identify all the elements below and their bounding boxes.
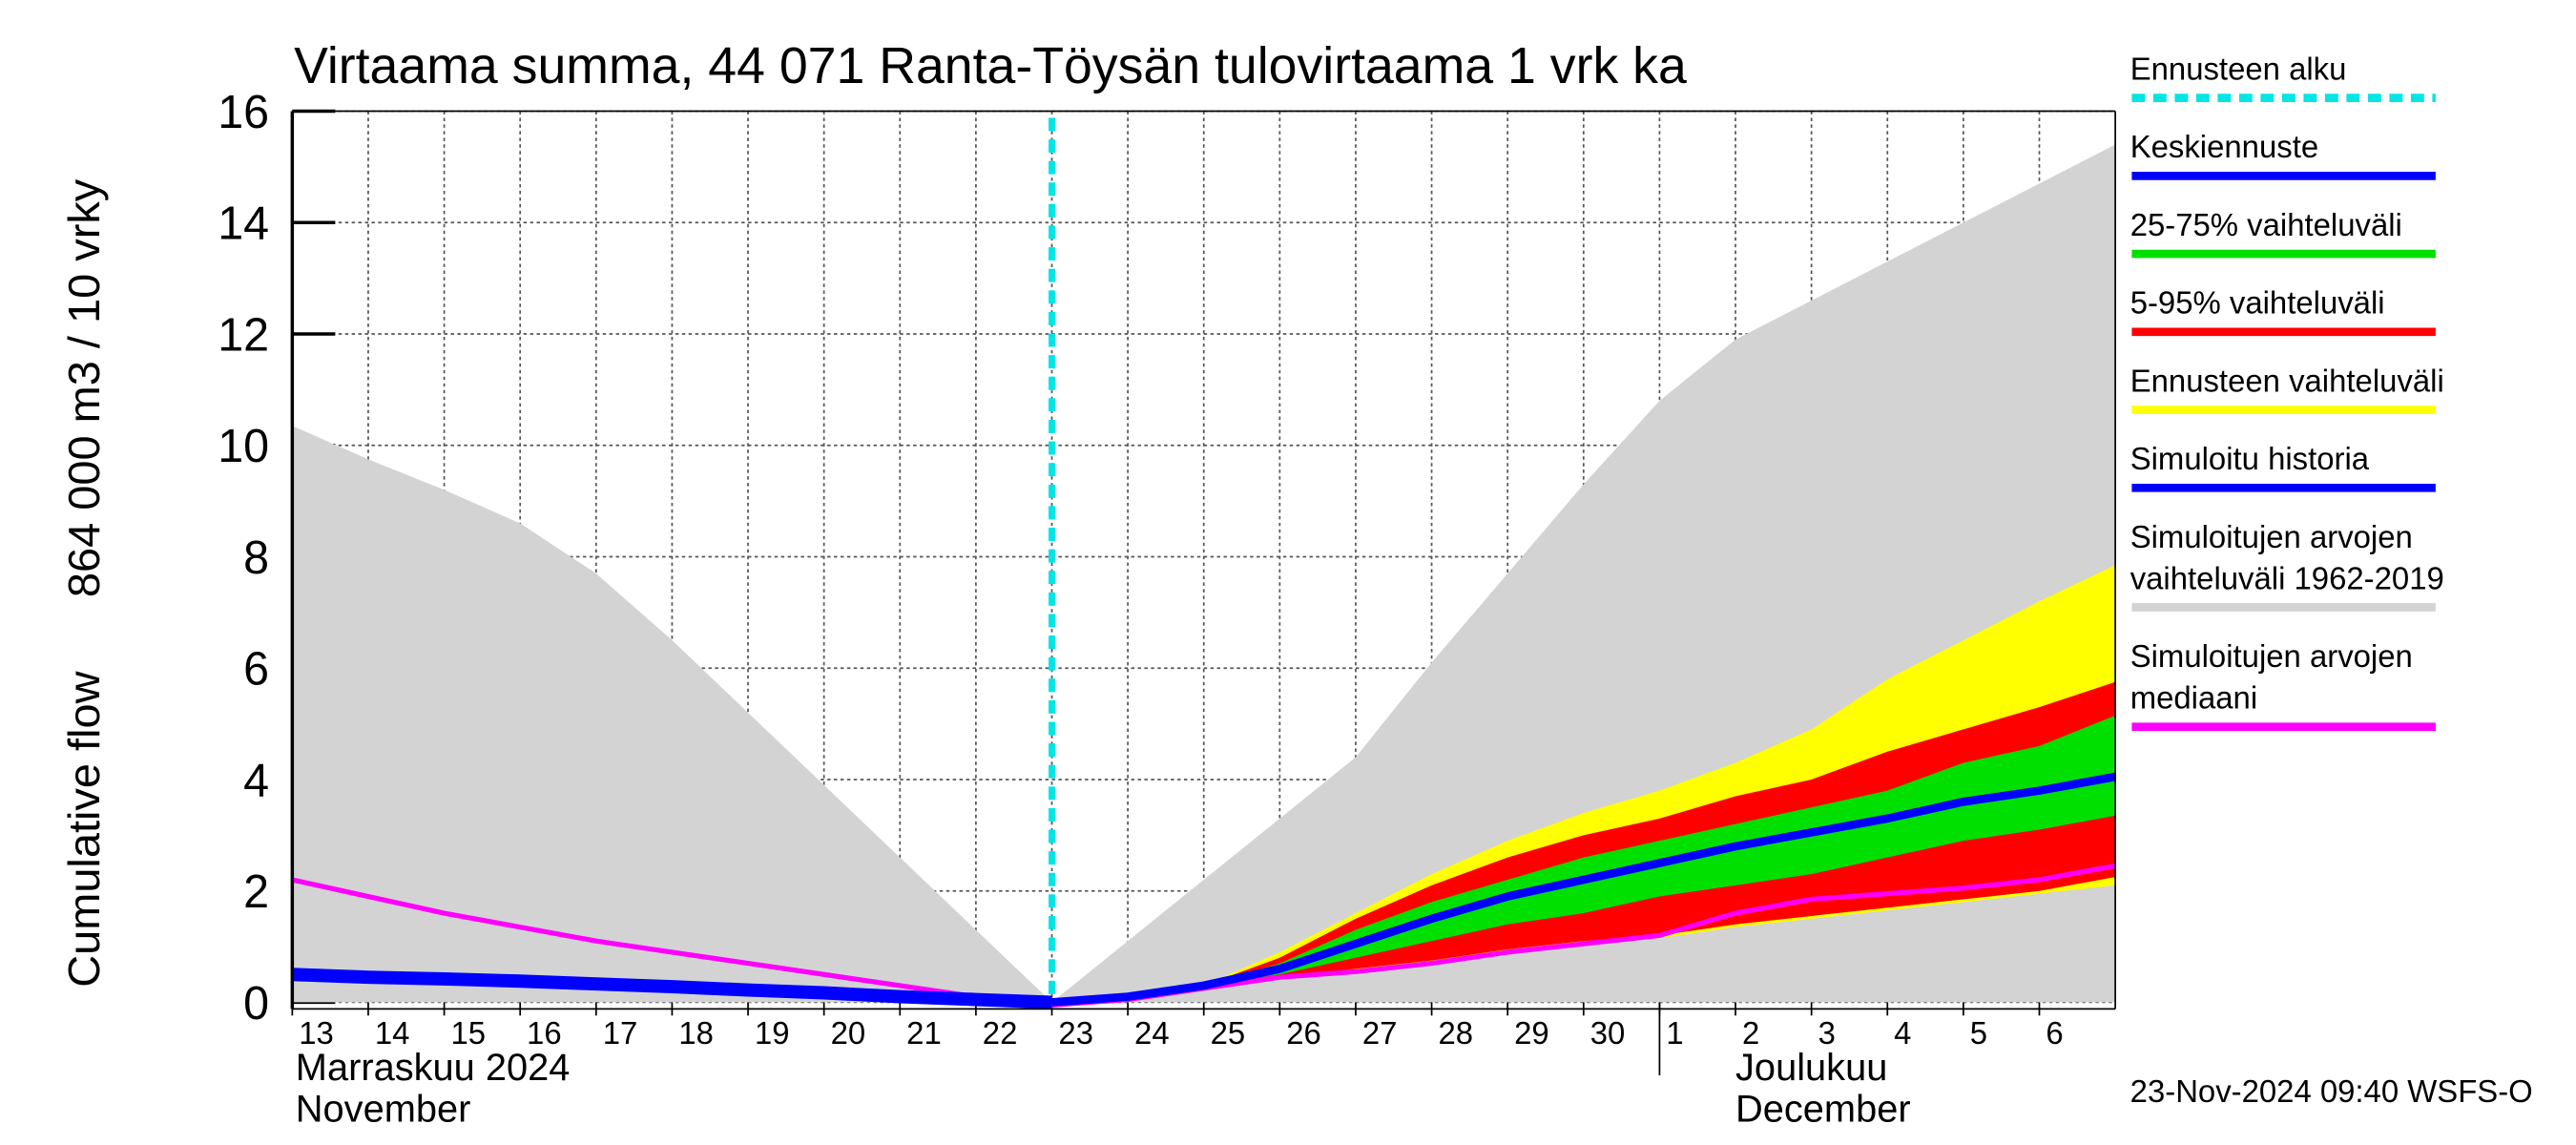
legend-label: Simuloitujen arvojen mediaani xyxy=(2129,640,2413,718)
x-tick-label: 25 xyxy=(1211,1015,1246,1051)
legend-item: Ennusteen alku xyxy=(2129,52,2347,89)
x-tick-label: 2 xyxy=(1742,1015,1759,1051)
y-axis-label: Cumulative flow xyxy=(59,671,109,987)
band xyxy=(1051,681,2116,1003)
x-tick-label: 24 xyxy=(1134,1015,1170,1051)
y-tick-label: 16 xyxy=(218,87,269,138)
x-tick-label: 23 xyxy=(1058,1015,1093,1051)
x-tick-label: 21 xyxy=(906,1015,942,1051)
y-tick-label: 8 xyxy=(243,532,269,584)
legend-item: Ennusteen vaihteluväli xyxy=(2129,364,2444,401)
x-tick-label: 18 xyxy=(678,1015,714,1051)
y-axis-unit: 864 000 m3 / 10 vrky xyxy=(59,178,109,597)
y-tick-label: 14 xyxy=(218,198,269,250)
legend-label: 5-95% vaihteluväli xyxy=(2129,286,2385,323)
legend-item: Keskiennuste xyxy=(2129,131,2319,166)
x-tick-label: 26 xyxy=(1286,1015,1321,1051)
x-tick-label: 3 xyxy=(1818,1015,1836,1051)
x-tick-label: 4 xyxy=(1894,1015,1911,1051)
legend-label: Keskiennuste xyxy=(2129,131,2319,166)
x-tick-label: 28 xyxy=(1439,1015,1474,1051)
month-label: Marraskuu 2024 xyxy=(296,1047,571,1089)
legend-label: Simuloitu historia xyxy=(2129,443,2370,478)
x-tick-label: 5 xyxy=(1970,1015,1987,1051)
x-tick-label: 27 xyxy=(1362,1015,1398,1051)
line xyxy=(1051,772,2116,1007)
x-tick-label: 22 xyxy=(983,1015,1018,1051)
footer: 23-Nov-2024 09:40 WSFS-O xyxy=(2130,1073,2533,1109)
legend-item: Simuloitu historia xyxy=(2129,443,2370,478)
x-tick-label: 6 xyxy=(2046,1015,2063,1051)
line xyxy=(292,968,1052,1010)
legend-item: Simuloitujen arvojen vaihteluväli 1962-2… xyxy=(2129,521,2444,598)
legend-item: 5-95% vaihteluväli xyxy=(2129,286,2385,323)
chart-title: Virtaama summa, 44 071 Ranta-Töysän tulo… xyxy=(294,37,1687,94)
x-tick-label: 16 xyxy=(527,1015,562,1051)
legend-label: Ennusteen alku xyxy=(2129,52,2347,89)
y-tick-label: 0 xyxy=(243,978,269,1030)
x-tick-label: 14 xyxy=(375,1015,410,1051)
x-tick-label: 1 xyxy=(1666,1015,1683,1051)
legend-label: Simuloitujen arvojen vaihteluväli 1962-2… xyxy=(2129,521,2444,598)
x-tick-label: 19 xyxy=(755,1015,790,1051)
y-tick-label: 2 xyxy=(243,866,269,918)
x-tick-label: 29 xyxy=(1514,1015,1549,1051)
month-label: Joulukuu xyxy=(1735,1047,1887,1089)
month-label-en: December xyxy=(1735,1089,1911,1131)
band xyxy=(292,144,2116,1003)
legend-label: 25-75% vaihteluväli xyxy=(2129,209,2402,244)
month-label-en: November xyxy=(296,1089,471,1131)
y-tick-label: 12 xyxy=(218,309,269,361)
y-tick-label: 6 xyxy=(243,644,269,696)
y-tick-label: 10 xyxy=(218,421,269,472)
legend-item: Simuloitujen arvojen mediaani xyxy=(2129,640,2413,718)
legend-label: Ennusteen vaihteluväli xyxy=(2129,364,2444,401)
x-tick-label: 20 xyxy=(831,1015,866,1051)
y-tick-label: 4 xyxy=(243,755,269,806)
legend-item: 25-75% vaihteluväli xyxy=(2129,209,2402,244)
x-tick-label: 30 xyxy=(1590,1015,1626,1051)
band xyxy=(1051,715,2116,1003)
x-tick-label: 15 xyxy=(451,1015,487,1051)
x-tick-label: 17 xyxy=(603,1015,638,1051)
x-tick-label: 13 xyxy=(299,1015,334,1051)
